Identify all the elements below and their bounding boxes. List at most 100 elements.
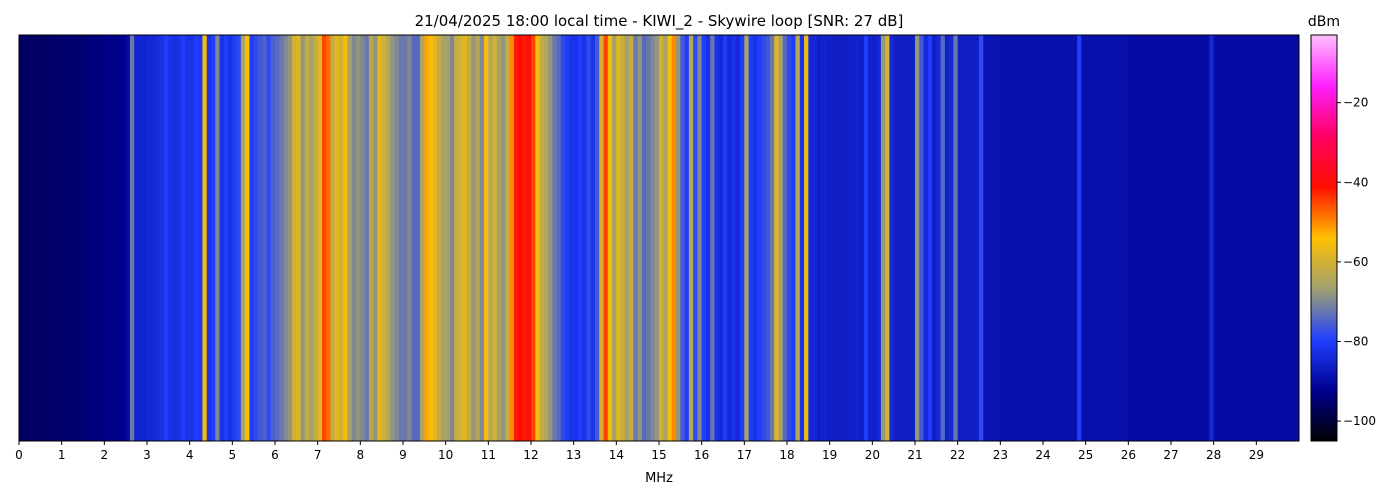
spectrum-cell — [799, 35, 805, 441]
spectrum-cell — [509, 35, 515, 441]
spectrum-cell — [761, 35, 767, 441]
spectrum-cell — [590, 35, 596, 441]
spectrum-cell — [646, 35, 651, 441]
spectrum-cell — [637, 35, 643, 441]
spectrum-cell — [164, 35, 169, 441]
spectrum-cell — [641, 35, 647, 441]
spectrum-cell — [95, 35, 101, 441]
spectrum-cell — [83, 35, 88, 441]
spectrum-cell — [279, 35, 284, 441]
spectrum-cell — [368, 35, 374, 441]
spectrum-cell — [915, 35, 920, 441]
spectrum-cell — [1068, 35, 1074, 441]
spectrum-cell — [411, 35, 417, 441]
spectrum-cell — [138, 35, 144, 441]
x-tick-label: 29 — [1249, 448, 1264, 462]
spectrum-cell — [1136, 35, 1142, 441]
spectrum-cell — [919, 35, 924, 441]
colorbar-tick-label: −100 — [1343, 414, 1376, 428]
spectrum-cell — [360, 35, 365, 441]
spectrum-cell — [1252, 35, 1257, 441]
spectrum-cell — [1209, 35, 1215, 441]
spectrum-cell — [624, 35, 630, 441]
spectrum-cell — [326, 35, 331, 441]
spectrum-cell — [403, 35, 408, 441]
spectrum-cell — [48, 35, 54, 441]
x-tick-label: 18 — [779, 448, 794, 462]
spectrum-cell — [202, 35, 208, 441]
spectrum-cell — [1085, 35, 1091, 441]
spectrum-cell — [142, 35, 148, 441]
spectrum-cell — [885, 35, 890, 441]
spectrum-cell — [693, 35, 698, 441]
spectrum-cell — [309, 35, 314, 441]
spectrum-cell — [91, 35, 97, 441]
spectrum-cell — [748, 35, 754, 441]
spectrum-cell — [44, 35, 50, 441]
spectrum-cell — [198, 35, 203, 441]
spectrum-cell — [262, 35, 267, 441]
spectrum-cell — [535, 35, 540, 441]
colorbar — [1310, 34, 1338, 442]
spectrum-cell — [1141, 35, 1146, 441]
spectrum-cell — [966, 35, 971, 441]
x-tick-label: 6 — [271, 448, 279, 462]
spectrum-cell — [808, 35, 813, 441]
spectrum-cell — [283, 35, 289, 441]
x-tick-label: 3 — [143, 448, 151, 462]
spectrum-cell — [663, 35, 668, 441]
spectrum-cell — [287, 35, 293, 441]
spectrum-cell — [765, 35, 771, 441]
x-tick-label: 24 — [1035, 448, 1050, 462]
spectrum-cell — [1239, 35, 1244, 441]
spectrum-cell — [676, 35, 681, 441]
spectrum-cell — [228, 35, 233, 441]
spectrum-cell — [1107, 35, 1112, 441]
spectrum-cell — [185, 35, 191, 441]
spectrum-cell — [987, 35, 993, 441]
spectrum-cell — [1089, 35, 1095, 441]
spectrum-cell — [1013, 35, 1018, 441]
spectrum-cell — [1111, 35, 1116, 441]
spectrum-cell — [889, 35, 895, 441]
spectrum-cell — [441, 35, 447, 441]
spectrum-cell — [560, 35, 566, 441]
spectrum-cell — [1166, 35, 1172, 441]
spectrum-cell — [245, 35, 250, 441]
spectrum-cell — [991, 35, 997, 441]
spectrum-cell — [778, 35, 784, 441]
spectrum-cell — [961, 35, 967, 441]
spectrum-cell — [829, 35, 835, 441]
spectrum-cell — [1294, 35, 1300, 441]
spectrum-cell — [513, 35, 519, 441]
spectrum-cell — [1064, 35, 1069, 441]
spectrum-cell — [240, 35, 246, 441]
spectrum-cell — [1260, 35, 1266, 441]
spectrum-cell — [859, 35, 865, 441]
colorbar-tick-label: −60 — [1343, 255, 1368, 269]
spectrum-cell — [206, 35, 212, 441]
spectrum-cell — [168, 35, 173, 441]
spectrum-cell — [1213, 35, 1219, 441]
spectrum-cell — [347, 35, 353, 441]
spectrum-cell — [151, 35, 156, 441]
spectrum-cell — [1119, 35, 1125, 441]
spectrum-cell — [1230, 35, 1236, 441]
spectrum-cell — [296, 35, 301, 441]
spectrum-cell — [215, 35, 220, 441]
spectrum-cell — [880, 35, 886, 441]
spectrum-cell — [445, 35, 451, 441]
spectrum-cell — [650, 35, 656, 441]
spectrum-cell — [432, 35, 438, 441]
spectrum-cell — [667, 35, 673, 441]
spectrum-cell — [1158, 35, 1163, 441]
spectrum-cell — [816, 35, 822, 441]
spectrum-cell — [304, 35, 310, 441]
spectrum-cell — [390, 35, 395, 441]
spectrum-cell — [548, 35, 553, 441]
spectrum-cell — [1264, 35, 1270, 441]
spectrum-cell — [944, 35, 950, 441]
spectrum-cell — [172, 35, 178, 441]
spectrum-cell — [1094, 35, 1099, 441]
spectrum-cell — [595, 35, 600, 441]
